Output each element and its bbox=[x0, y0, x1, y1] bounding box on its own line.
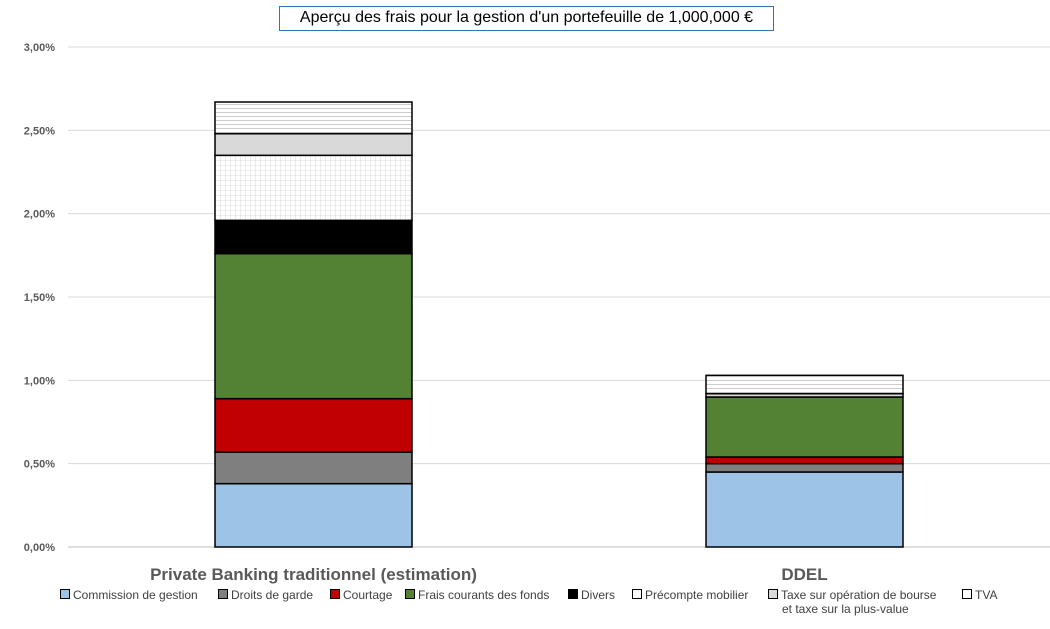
bar-segment-2 bbox=[214, 451, 413, 485]
legend-label: Droits de garde bbox=[231, 588, 314, 602]
bar-segment-6 bbox=[214, 154, 413, 222]
legend-swatch bbox=[218, 589, 228, 599]
legend-swatch bbox=[405, 589, 415, 599]
legend-item: Taxe sur opération de bourse et taxe sur … bbox=[768, 588, 936, 616]
chart-title: Aperçu des frais pour la gestion d'un po… bbox=[279, 6, 774, 31]
legend-label: Précompte mobilier bbox=[645, 588, 749, 602]
bar-segment-4 bbox=[705, 396, 904, 458]
legend-swatch bbox=[60, 589, 70, 599]
legend-item: Divers bbox=[568, 588, 615, 602]
legend-swatch bbox=[962, 589, 972, 599]
y-tick-label: 2,00% bbox=[24, 209, 55, 221]
legend-label: Commission de gestion bbox=[73, 588, 198, 602]
legend-label: Frais courants des fonds bbox=[418, 588, 550, 602]
legend-item: Précompte mobilier bbox=[632, 588, 748, 602]
y-tick-label: 2,50% bbox=[24, 125, 55, 137]
bar-segment-1 bbox=[705, 471, 904, 548]
x-category-label: Private Banking traditionnel (estimation… bbox=[150, 565, 477, 584]
y-tick-label: 3,00% bbox=[24, 42, 55, 54]
bar-segment-7 bbox=[214, 132, 413, 157]
legend-label: Courtage bbox=[343, 588, 393, 602]
bar-segment-3 bbox=[214, 397, 413, 453]
legend-label: Taxe sur opération de bourse bbox=[781, 588, 937, 602]
legend-item: TVA bbox=[962, 588, 997, 602]
legend-swatch bbox=[330, 589, 340, 599]
legend-label-line2: et taxe sur la plus-value bbox=[782, 602, 909, 616]
legend-item: Droits de garde bbox=[218, 588, 313, 602]
legend-swatch bbox=[632, 589, 642, 599]
legend-swatch bbox=[768, 589, 778, 599]
bar-segment-8 bbox=[705, 374, 904, 395]
legend-label: TVA bbox=[975, 588, 998, 602]
y-tick-label: 1,50% bbox=[24, 292, 55, 304]
legend-item: Commission de gestion bbox=[60, 588, 198, 602]
chart-legend: Commission de gestion Droits de garde Cour… bbox=[0, 588, 1050, 628]
y-tick-label: 1,00% bbox=[24, 375, 55, 387]
x-category-label: DDEL bbox=[781, 565, 827, 584]
legend-item: Courtage bbox=[330, 588, 392, 602]
bar-segment-2 bbox=[705, 462, 904, 473]
bar-segment-5 bbox=[214, 219, 413, 255]
y-tick-label: 0,50% bbox=[24, 459, 55, 471]
bar-segment-1 bbox=[214, 482, 413, 548]
legend-swatch bbox=[568, 589, 578, 599]
bar-segment-4 bbox=[214, 252, 413, 400]
y-tick-label: 0,00% bbox=[24, 542, 55, 554]
legend-item: Frais courants des fonds bbox=[405, 588, 549, 602]
bar-segment-8 bbox=[214, 101, 413, 135]
legend-label: Divers bbox=[581, 588, 616, 602]
bar-segment-3 bbox=[705, 456, 904, 465]
